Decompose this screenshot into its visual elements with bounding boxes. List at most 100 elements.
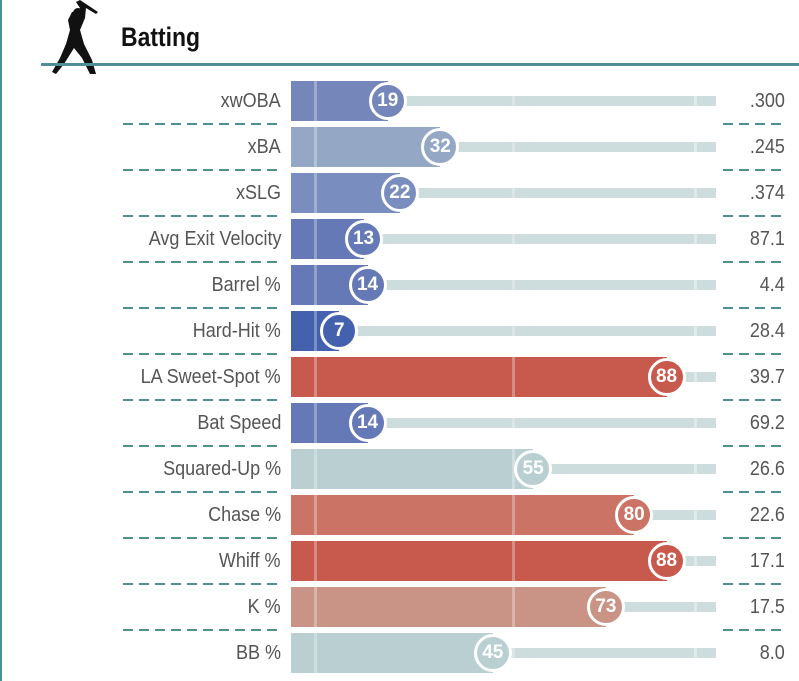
gridline [314,173,317,213]
percentile-circle[interactable]: 14 [348,404,387,442]
percentile-circle[interactable]: 13 [344,220,383,258]
gridline [512,127,515,167]
label-divider [123,353,283,355]
metric-row: Barrel % 14 4.4 [0,261,799,305]
gridline [314,495,317,535]
metric-value: 4.4 [759,274,785,296]
gridline [512,311,515,351]
metric-value: 39.7 [749,366,785,388]
gridline [314,127,317,167]
percentile-bar [291,495,635,535]
gridline [314,357,317,397]
metric-label: xBA [247,136,281,158]
metric-label: LA Sweet-Spot % [140,366,281,388]
percentile-bar [291,541,667,581]
metric-row: Squared-Up % 55 26.6 [0,445,799,489]
percentile-circle[interactable]: 14 [348,266,387,304]
percentile-track [492,648,716,658]
gridline [314,403,317,443]
percentile-track [339,326,716,336]
percentile-circle[interactable]: 88 [647,358,686,396]
metric-value: 28.4 [749,320,785,342]
percentile-circle[interactable]: 73 [586,588,625,626]
metric-label: Bat Speed [196,412,281,434]
gridline [694,587,697,627]
percentile-track [387,96,716,106]
label-divider [123,261,283,263]
percentile-circle[interactable]: 19 [368,82,407,120]
percentile-bar [291,449,534,489]
label-divider [123,583,283,585]
percentile-track [363,234,716,244]
metric-value: 69.2 [749,412,785,434]
gridline [694,495,697,535]
metric-label: xSLG [235,182,281,204]
label-divider [123,123,283,125]
percentile-track [634,510,716,520]
label-divider [123,491,283,493]
value-divider [723,491,787,493]
label-divider [123,629,283,631]
metric-label: Avg Exit Velocity [148,228,281,250]
metric-value: 87.1 [749,228,785,250]
gridline [694,127,697,167]
value-divider [723,583,787,585]
gridline [694,311,697,351]
metric-row: BB % 45 8.0 [0,629,799,673]
percentile-track [533,464,716,474]
metric-label: Hard-Hit % [192,320,281,342]
percentile-track [367,418,716,428]
metric-label: Barrel % [211,274,281,296]
value-divider [723,629,787,631]
gridline [694,541,697,581]
gridline [694,449,697,489]
metric-row: Bat Speed 14 69.2 [0,399,799,443]
value-divider [723,399,787,401]
section-title: Batting [121,22,201,52]
gridline [694,633,697,673]
percentile-circle[interactable]: 7 [320,312,359,350]
metric-label: Chase % [207,504,281,526]
percentile-track [605,602,716,612]
gridline [314,587,317,627]
metric-value: 22.6 [749,504,785,526]
percentile-circle[interactable]: 88 [647,542,686,580]
percentile-circle[interactable]: 45 [473,634,512,672]
gridline [694,265,697,305]
label-divider [123,399,283,401]
percentile-circle[interactable]: 22 [380,174,419,212]
gridline [694,403,697,443]
percentile-circle[interactable]: 32 [421,128,460,166]
value-divider [723,307,787,309]
value-divider [723,169,787,171]
gridline [512,541,515,581]
gridline [512,495,515,535]
metric-value: .300 [749,90,785,112]
metric-row: Hard-Hit % 7 28.4 [0,307,799,351]
metric-row: Avg Exit Velocity 13 87.1 [0,215,799,259]
percentile-track [399,188,716,198]
gridline [512,403,515,443]
metric-label: Squared-Up % [162,458,281,480]
metric-row: xBA 32 .245 [0,123,799,167]
metric-value: 8.0 [759,642,785,664]
left-border [0,0,2,681]
label-divider [123,307,283,309]
metric-label: Whiff % [219,550,281,572]
metric-value: .245 [749,136,785,158]
value-divider [723,261,787,263]
percentile-circle[interactable]: 55 [514,450,553,488]
percentile-circle[interactable]: 80 [615,496,654,534]
label-divider [123,169,283,171]
value-divider [723,445,787,447]
metric-value: .374 [749,182,785,204]
gridline [314,265,317,305]
gridline [512,587,515,627]
gridline [694,357,697,397]
gridline [512,173,515,213]
metric-value: 26.6 [749,458,785,480]
gridline [314,633,317,673]
gridline [512,357,515,397]
percentile-bar [291,127,441,167]
percentile-track [666,372,716,382]
